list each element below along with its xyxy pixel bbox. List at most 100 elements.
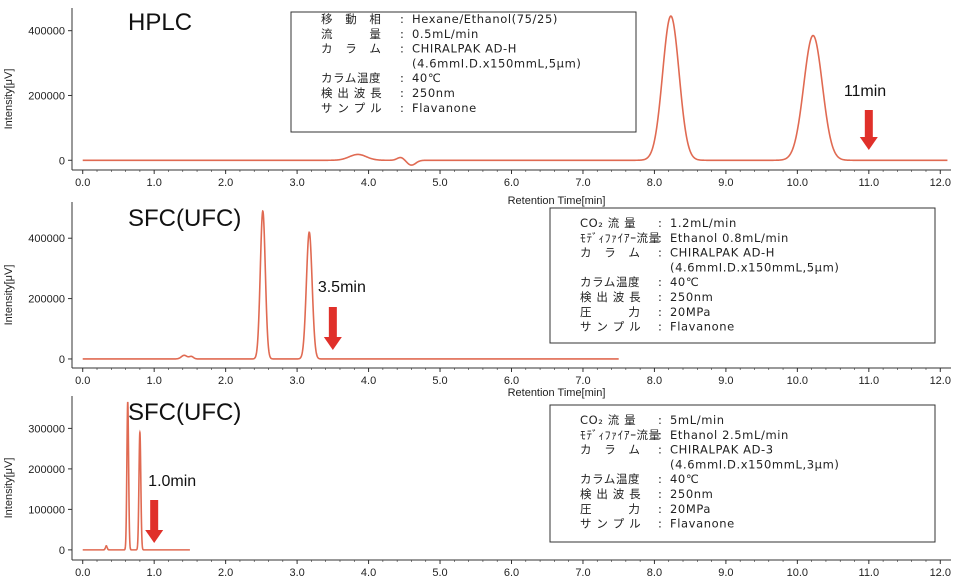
x-tick-label: 3.0: [289, 375, 304, 387]
condition-colon: :: [658, 216, 662, 230]
condition-value: 20MPa: [670, 502, 711, 516]
condition-label: 圧 力: [580, 305, 641, 319]
condition-colon: :: [658, 472, 662, 486]
condition-colon: :: [658, 517, 662, 531]
condition-colon: :: [400, 42, 404, 56]
condition-value: Flavanone: [412, 101, 477, 115]
condition-label: ﾓﾃﾞｨﾌｧｲｱｰ流量: [580, 428, 661, 442]
y-tick-label: 0: [59, 155, 65, 167]
condition-label: サ ン プ ル: [321, 101, 382, 115]
x-tick-label: 3.0: [289, 567, 304, 579]
chromatogram-trace: [82, 209, 619, 360]
condition-colon: :: [658, 443, 662, 457]
x-tick-label: 3.0: [289, 177, 304, 189]
condition-colon: :: [658, 231, 662, 245]
condition-colon: :: [400, 71, 404, 85]
x-axis-label: Retention Time[min]: [508, 387, 606, 399]
condition-label: カ ラ ム: [321, 42, 382, 56]
conditions-box: [549, 404, 936, 543]
condition-value: Flavanone: [670, 517, 735, 531]
x-tick-label: 12.0: [930, 567, 951, 579]
x-tick-label: 0.0: [75, 177, 90, 189]
condition-value: Ethanol 2.5mL/min: [670, 428, 789, 442]
y-tick-label: 100000: [28, 504, 65, 516]
x-tick-label: 2.0: [218, 177, 233, 189]
condition-value: CHIRALPAK AD-H: [670, 246, 775, 260]
x-tick-label: 10.0: [787, 375, 808, 387]
condition-value: 1.2mL/min: [670, 216, 737, 230]
x-tick-label: 5.0: [432, 375, 447, 387]
condition-value: 20MPa: [670, 305, 711, 319]
chromatogram-trace: [82, 15, 948, 166]
condition-value: CHIRALPAK AD-H: [412, 42, 517, 56]
x-tick-label: 10.0: [787, 567, 808, 579]
chart-title: SFC(UFC): [128, 399, 241, 426]
retention-annotation-label: 3.5min: [318, 279, 366, 296]
arrow-shaft: [864, 110, 873, 138]
condition-label: カラム温度: [580, 472, 640, 486]
condition-colon: :: [400, 101, 404, 115]
y-tick-label: 200000: [28, 90, 65, 102]
x-tick-label: 2.0: [218, 567, 233, 579]
condition-colon: :: [400, 86, 404, 100]
x-tick-label: 11.0: [859, 177, 880, 189]
arrow-head: [323, 337, 342, 350]
x-tick-label: 12.0: [930, 375, 951, 387]
condition-colon: :: [658, 320, 662, 334]
x-axis-label: Retention Time[min]: [508, 195, 606, 207]
x-tick-label: 11.0: [859, 375, 880, 387]
x-tick-label: 11.0: [859, 567, 880, 579]
condition-colon: :: [658, 305, 662, 319]
condition-label: CO₂ 流 量: [580, 216, 636, 230]
condition-colon: :: [658, 413, 662, 427]
condition-colon: :: [658, 246, 662, 260]
x-tick-label: 7.0: [575, 567, 590, 579]
x-tick-label: 6.0: [504, 567, 519, 579]
x-tick-label: 4.0: [361, 567, 376, 579]
chart-title: SFC(UFC): [128, 205, 241, 232]
y-tick-label: 200000: [28, 294, 65, 306]
chart-title: HPLC: [128, 9, 192, 36]
conditions-box: [290, 11, 637, 133]
arrow-shaft: [150, 500, 159, 531]
condition-label: カラム温度: [321, 71, 381, 85]
down-arrow-icon: [859, 110, 878, 150]
x-tick-label: 8.0: [647, 375, 662, 387]
condition-value: (4.6mmI.D.x150mmL,5μm): [412, 56, 581, 70]
condition-value: Flavanone: [670, 320, 735, 334]
condition-colon: :: [400, 27, 404, 41]
condition-value: Hexane/Ethanol(75/25): [412, 12, 558, 26]
down-arrow-icon: [145, 500, 164, 543]
y-axis-label: Intensity[μV]: [3, 69, 15, 130]
condition-value: 40℃: [670, 472, 699, 486]
condition-value: Ethanol 0.8mL/min: [670, 231, 789, 245]
x-tick-label: 5.0: [432, 567, 447, 579]
x-tick-label: 1.0: [147, 375, 162, 387]
arrow-shaft: [328, 307, 337, 338]
retention-annotation-label: 1.0min: [148, 473, 196, 490]
chart-panel-3: 0.0 1.0 2.0 3.0 4.0 5.0 6.0 7.0 8.0 9.0 10.0 11.0 12…: [3, 396, 951, 579]
y-tick-label: 400000: [28, 233, 65, 245]
condition-label: サ ン プ ル: [580, 320, 641, 334]
x-tick-label: 4.0: [361, 375, 376, 387]
arrow-head: [145, 530, 164, 543]
x-tick-label: 9.0: [718, 567, 733, 579]
retention-annotation-label: 11min: [844, 83, 886, 100]
x-tick-label: 0.0: [75, 375, 90, 387]
x-tick-label: 4.0: [361, 177, 376, 189]
x-tick-label: 0.0: [75, 567, 90, 579]
condition-value: 250nm: [670, 487, 713, 501]
condition-label: サ ン プ ル: [580, 517, 641, 531]
chart-panel-1: 0.0 1.0 2.0 3.0 4.0 5.0 6.0 7.0 8.0 9.0 10.0 11.0 12…: [3, 8, 951, 207]
condition-label: 圧 力: [580, 502, 641, 516]
condition-label: カ ラ ム: [580, 246, 641, 260]
condition-label: 検 出 波 長: [580, 487, 641, 501]
condition-value: 40℃: [412, 71, 441, 85]
x-tick-label: 6.0: [504, 177, 519, 189]
condition-value: 0.5mL/min: [412, 27, 479, 41]
x-tick-label: 9.0: [718, 375, 733, 387]
y-tick-label: 200000: [28, 464, 65, 476]
x-tick-label: 1.0: [147, 567, 162, 579]
